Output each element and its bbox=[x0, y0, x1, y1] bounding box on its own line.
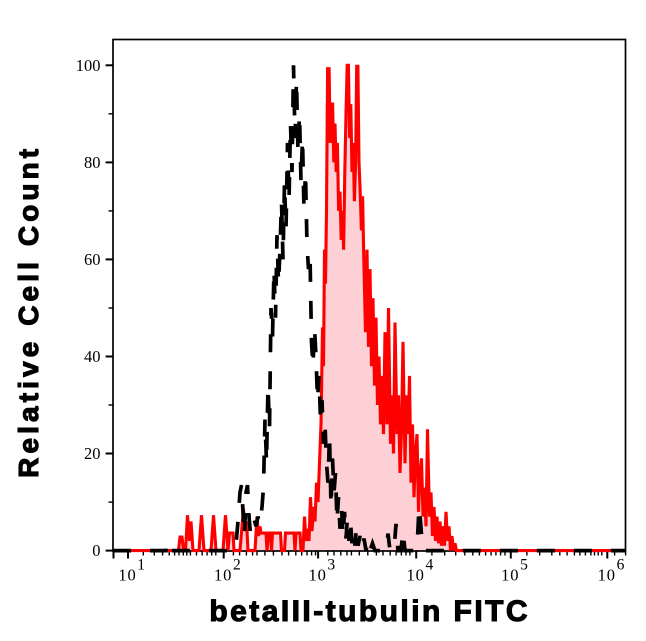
svg-text:1: 1 bbox=[137, 557, 145, 574]
svg-text:betaIII-tubulin FITC: betaIII-tubulin FITC bbox=[209, 595, 530, 628]
svg-text:6: 6 bbox=[617, 557, 625, 574]
svg-text:100: 100 bbox=[76, 56, 101, 75]
svg-text:3: 3 bbox=[327, 557, 335, 574]
svg-text:10: 10 bbox=[598, 566, 616, 585]
svg-text:Relative Cell Count: Relative Cell Count bbox=[13, 145, 44, 478]
svg-text:2: 2 bbox=[233, 557, 241, 574]
svg-text:60: 60 bbox=[84, 250, 101, 269]
svg-text:10: 10 bbox=[308, 566, 326, 585]
svg-text:5: 5 bbox=[520, 557, 528, 574]
svg-text:10: 10 bbox=[501, 566, 519, 585]
svg-text:40: 40 bbox=[84, 347, 101, 366]
svg-text:10: 10 bbox=[214, 566, 232, 585]
svg-text:0: 0 bbox=[92, 541, 100, 560]
svg-text:80: 80 bbox=[84, 153, 101, 172]
svg-text:4: 4 bbox=[426, 557, 434, 574]
svg-text:20: 20 bbox=[84, 444, 101, 463]
svg-text:10: 10 bbox=[118, 566, 136, 585]
svg-text:10: 10 bbox=[407, 566, 425, 585]
